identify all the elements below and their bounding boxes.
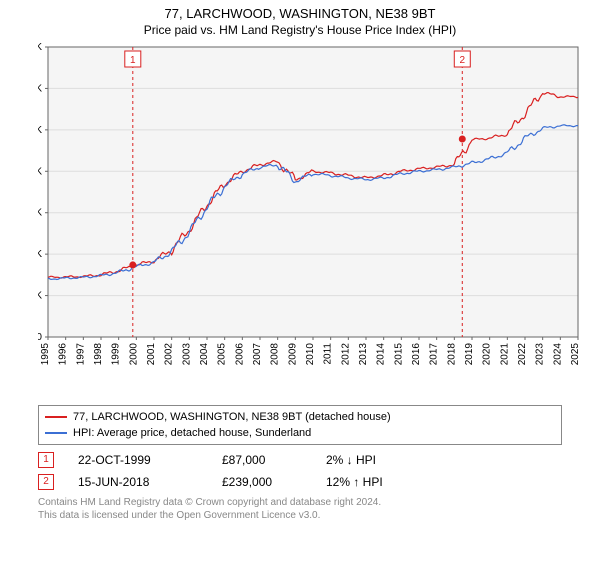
table-row: 1 22-OCT-1999 £87,000 2% ↓ HPI (38, 449, 562, 471)
svg-text:2018: 2018 (446, 343, 457, 366)
svg-text:2012: 2012 (340, 343, 351, 366)
svg-text:1998: 1998 (93, 343, 104, 366)
svg-text:2009: 2009 (287, 343, 298, 366)
footer-line: Contains HM Land Registry data © Crown c… (38, 497, 562, 510)
svg-text:2000: 2000 (128, 343, 139, 366)
svg-text:2015: 2015 (393, 343, 404, 366)
legend-label: 77, LARCHWOOD, WASHINGTON, NE38 9BT (det… (73, 411, 391, 423)
svg-text:2: 2 (460, 55, 466, 66)
svg-text:2020: 2020 (482, 343, 493, 366)
svg-text:2019: 2019 (464, 343, 475, 366)
svg-text:2021: 2021 (499, 343, 510, 366)
svg-text:2004: 2004 (199, 343, 210, 366)
svg-text:2025: 2025 (570, 343, 581, 366)
marker-badge: 1 (38, 452, 54, 468)
svg-text:£300K: £300K (38, 83, 42, 94)
svg-text:2006: 2006 (234, 343, 245, 366)
marker-badge-id: 2 (43, 477, 49, 487)
sale-marker-table: 1 22-OCT-1999 £87,000 2% ↓ HPI 2 15-JUN-… (38, 449, 562, 493)
svg-text:1995: 1995 (40, 343, 51, 366)
footer-line: This data is licensed under the Open Gov… (38, 510, 562, 523)
svg-text:£50K: £50K (38, 291, 42, 302)
svg-text:2010: 2010 (305, 343, 316, 366)
svg-text:1997: 1997 (75, 343, 86, 366)
chart-area: £0 £50K £100K £150K £200K £250K £300K £350K 1995… (38, 41, 598, 401)
legend-label: HPI: Average price, detached house, Sund… (73, 427, 311, 439)
svg-text:1996: 1996 (58, 343, 69, 366)
svg-text:£150K: £150K (38, 208, 42, 219)
legend-item: HPI: Average price, detached house, Sund… (45, 425, 555, 441)
marker-price: £87,000 (222, 453, 302, 467)
marker-badge: 2 (38, 474, 54, 490)
svg-text:£0: £0 (38, 332, 42, 343)
marker-badge-id: 1 (43, 455, 49, 465)
chart-subtitle: Price paid vs. HM Land Registry's House … (0, 23, 600, 37)
svg-text:2024: 2024 (552, 343, 563, 366)
svg-text:2007: 2007 (252, 343, 263, 366)
marker-price: £239,000 (222, 475, 302, 489)
marker-date: 15-JUN-2018 (78, 475, 198, 489)
svg-text:2008: 2008 (270, 343, 281, 366)
svg-text:2011: 2011 (323, 343, 334, 365)
svg-text:£350K: £350K (38, 42, 42, 53)
svg-text:2017: 2017 (429, 343, 440, 366)
svg-text:2005: 2005 (217, 343, 228, 366)
svg-text:£200K: £200K (38, 166, 42, 177)
line-chart: £0 £50K £100K £150K £200K £250K £300K £350K 1995… (38, 41, 588, 371)
marker-delta: 2% ↓ HPI (326, 453, 446, 467)
legend: 77, LARCHWOOD, WASHINGTON, NE38 9BT (det… (38, 405, 562, 445)
legend-swatch (45, 432, 67, 434)
chart-title: 77, LARCHWOOD, WASHINGTON, NE38 9BT (0, 6, 600, 21)
svg-text:2013: 2013 (358, 343, 369, 366)
marker-date: 22-OCT-1999 (78, 453, 198, 467)
svg-text:2001: 2001 (146, 343, 157, 366)
marker-delta: 12% ↑ HPI (326, 475, 446, 489)
legend-swatch (45, 416, 67, 418)
svg-text:1: 1 (130, 55, 136, 66)
svg-text:2002: 2002 (164, 343, 175, 366)
footer-attribution: Contains HM Land Registry data © Crown c… (38, 497, 562, 522)
svg-text:£250K: £250K (38, 125, 42, 136)
svg-text:£100K: £100K (38, 249, 42, 260)
svg-text:2014: 2014 (376, 343, 387, 366)
svg-text:2023: 2023 (535, 343, 546, 366)
svg-text:2003: 2003 (181, 343, 192, 366)
svg-text:2022: 2022 (517, 343, 528, 366)
table-row: 2 15-JUN-2018 £239,000 12% ↑ HPI (38, 471, 562, 493)
svg-text:2016: 2016 (411, 343, 422, 366)
svg-text:1999: 1999 (111, 343, 122, 366)
legend-item: 77, LARCHWOOD, WASHINGTON, NE38 9BT (det… (45, 409, 555, 425)
